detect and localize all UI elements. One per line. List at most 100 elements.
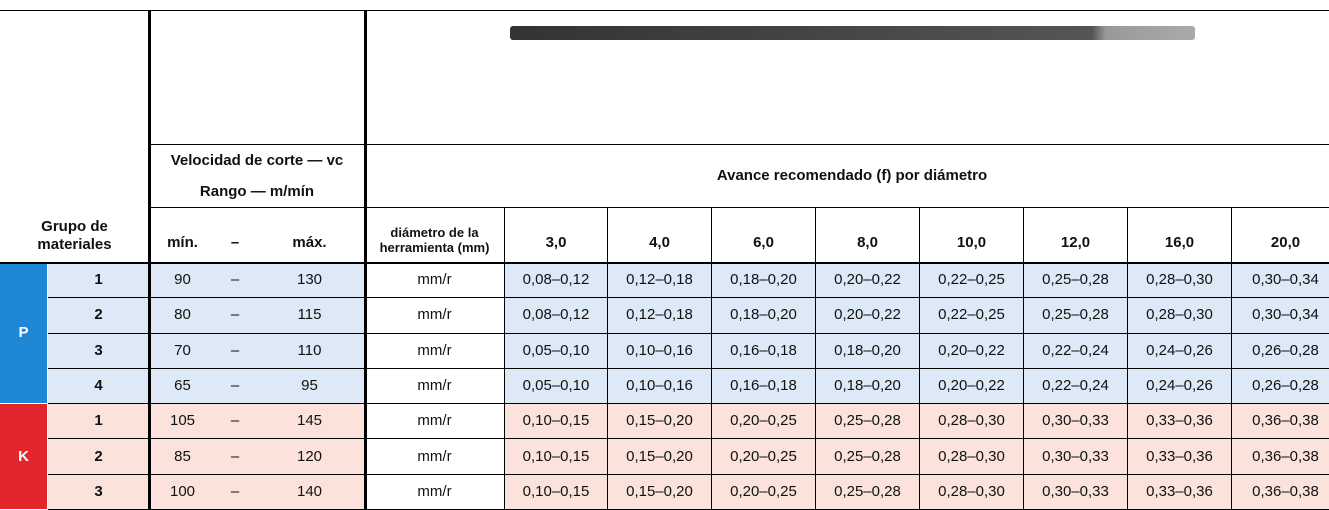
- vc-max: 140: [255, 474, 365, 510]
- vc-sep: –: [215, 439, 255, 475]
- vc-max: 110: [255, 333, 365, 369]
- feed: 0,30–0,33: [1024, 474, 1128, 510]
- feed: 0,20–0,25: [712, 439, 816, 475]
- diameter-header: 12,0: [1024, 208, 1128, 263]
- thick-divider: [364, 10, 367, 510]
- vc-max: 145: [255, 404, 365, 440]
- feed: 0,10–0,16: [608, 333, 712, 369]
- vc-max: 115: [255, 298, 365, 334]
- unit: mm/r: [365, 474, 505, 510]
- vc-min: 105: [150, 404, 215, 440]
- feed: 0,12–0,18: [608, 263, 712, 299]
- vc-min: 85: [150, 439, 215, 475]
- diameter-label: diámetro de la herramienta (mm): [365, 208, 505, 263]
- feed: 0,25–0,28: [816, 439, 920, 475]
- unit: mm/r: [365, 404, 505, 440]
- feed: 0,18–0,20: [712, 263, 816, 299]
- header-divider: [0, 262, 1329, 264]
- vc-max: 130: [255, 263, 365, 299]
- vc-line: Rango — m/mín: [199, 182, 315, 200]
- feed: 0,36–0,38: [1232, 439, 1329, 475]
- vc-sep: –: [215, 368, 255, 405]
- feed: 0,22–0,24: [1024, 368, 1128, 405]
- vc-line: Velocidad de corte — vc: [170, 151, 344, 169]
- feed: 0,15–0,20: [608, 474, 712, 510]
- feed: 0,10–0,15: [505, 439, 608, 475]
- feed: 0,28–0,30: [920, 474, 1024, 510]
- diameter-header: 16,0: [1128, 208, 1232, 263]
- feed: 0,25–0,28: [816, 404, 920, 440]
- feed: 0,05–0,10: [505, 333, 608, 369]
- feed: 0,20–0,22: [920, 333, 1024, 369]
- feed: 0,30–0,34: [1232, 263, 1329, 299]
- vc-sep: –: [215, 404, 255, 440]
- thick-divider: [148, 10, 151, 510]
- drill-image: [510, 26, 1195, 40]
- feed: 0,25–0,28: [816, 474, 920, 510]
- feed: 0,26–0,28: [1232, 333, 1329, 369]
- vc-sep: –: [215, 333, 255, 369]
- feed: 0,22–0,25: [920, 298, 1024, 334]
- feed: 0,20–0,22: [920, 368, 1024, 405]
- icon-cell: [150, 10, 365, 145]
- feed: 0,18–0,20: [816, 368, 920, 405]
- feed: 0,26–0,28: [1232, 368, 1329, 405]
- drill-cell: [365, 10, 1329, 145]
- vc-max: 120: [255, 439, 365, 475]
- row-number: 4: [48, 368, 150, 405]
- row-number: 2: [48, 439, 150, 475]
- vc-min: 70: [150, 333, 215, 369]
- vc-min: 90: [150, 263, 215, 299]
- group-letter: K: [0, 404, 48, 510]
- vc-sep: –: [215, 298, 255, 334]
- feed: 0,18–0,20: [712, 298, 816, 334]
- unit: mm/r: [365, 368, 505, 405]
- diameter-header: 6,0: [712, 208, 816, 263]
- feed: 0,20–0,25: [712, 404, 816, 440]
- row-number: 1: [48, 404, 150, 440]
- feed: 0,10–0,16: [608, 368, 712, 405]
- group-letter: P: [0, 263, 48, 405]
- vc-sep: –: [215, 474, 255, 510]
- feed: 0,18–0,20: [816, 333, 920, 369]
- top-border: [0, 10, 1329, 11]
- feed: 0,25–0,28: [1024, 298, 1128, 334]
- feed: 0,33–0,36: [1128, 439, 1232, 475]
- row-number: 3: [48, 474, 150, 510]
- row-number: 3: [48, 333, 150, 369]
- feed: 0,15–0,20: [608, 404, 712, 440]
- feed: 0,28–0,30: [1128, 263, 1232, 299]
- feed: 0,30–0,33: [1024, 439, 1128, 475]
- min-header: mín.: [150, 208, 215, 263]
- group-header: Grupo de materiales: [0, 10, 150, 263]
- feed: 0,12–0,18: [608, 298, 712, 334]
- diameter-header: 3,0: [505, 208, 608, 263]
- feed: 0,08–0,12: [505, 298, 608, 334]
- feed: 0,16–0,18: [712, 333, 816, 369]
- diameter-header: 4,0: [608, 208, 712, 263]
- unit: mm/r: [365, 333, 505, 369]
- unit: mm/r: [365, 263, 505, 299]
- feed: 0,28–0,30: [1128, 298, 1232, 334]
- feed: 0,08–0,12: [505, 263, 608, 299]
- feed: 0,10–0,15: [505, 474, 608, 510]
- vc-header: Velocidad de corte — vc Rango — m/mín: [150, 145, 365, 208]
- row-number: 1: [48, 263, 150, 299]
- vc-sep: –: [215, 263, 255, 299]
- feed: 0,24–0,26: [1128, 368, 1232, 405]
- feed: 0,05–0,10: [505, 368, 608, 405]
- feed: 0,20–0,22: [816, 263, 920, 299]
- feed: 0,22–0,24: [1024, 333, 1128, 369]
- feed: 0,30–0,33: [1024, 404, 1128, 440]
- feed: 0,24–0,26: [1128, 333, 1232, 369]
- feed: 0,28–0,30: [920, 439, 1024, 475]
- row-number: 2: [48, 298, 150, 334]
- feed: 0,22–0,25: [920, 263, 1024, 299]
- unit: mm/r: [365, 439, 505, 475]
- dash-header: –: [215, 208, 255, 263]
- feed: 0,16–0,18: [712, 368, 816, 405]
- feed: 0,36–0,38: [1232, 474, 1329, 510]
- vc-min: 65: [150, 368, 215, 405]
- feed: 0,25–0,28: [1024, 263, 1128, 299]
- vc-min: 100: [150, 474, 215, 510]
